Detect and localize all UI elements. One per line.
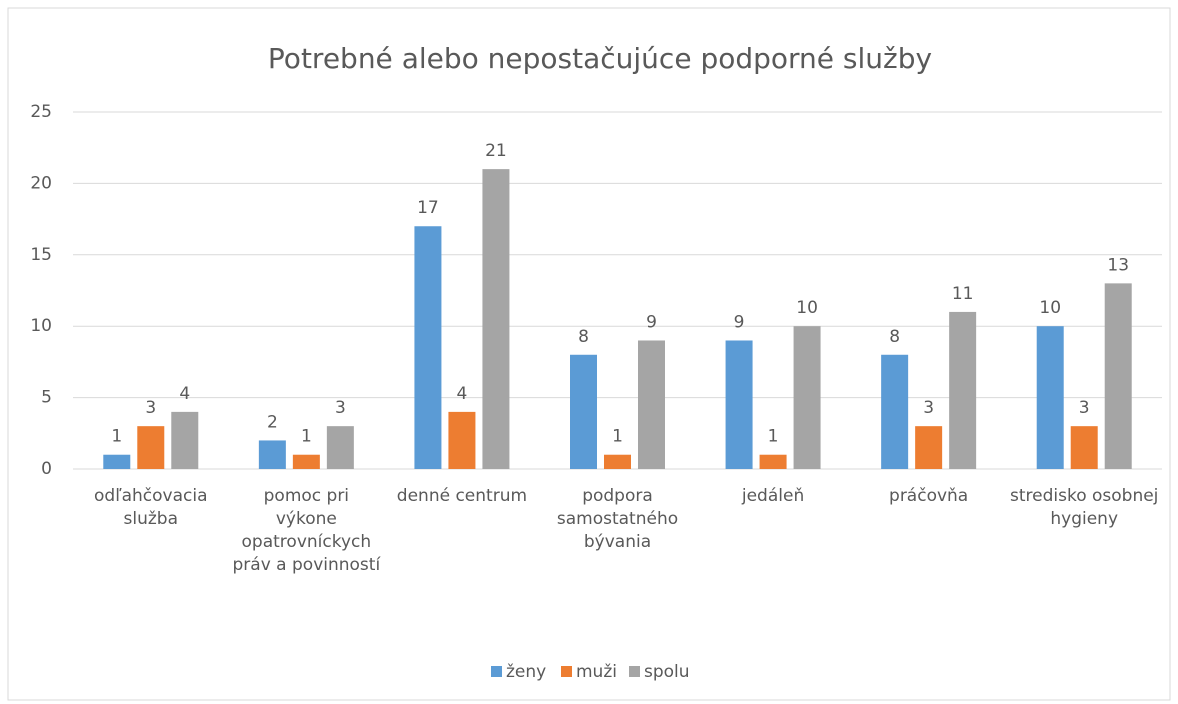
- bar: [949, 311, 977, 469]
- chart-frame: [7, 7, 1171, 701]
- bar: [414, 226, 442, 469]
- data-label: 1: [301, 427, 312, 447]
- data-label: 1: [612, 427, 623, 447]
- data-label: 3: [923, 398, 934, 418]
- chart-title: Potrebné alebo nepostačujúce podporné sl…: [268, 42, 932, 75]
- data-label: 3: [145, 398, 156, 418]
- bar: [759, 454, 787, 469]
- legend-label: muži: [576, 662, 617, 682]
- bar: [103, 454, 131, 469]
- legend-swatch: [629, 666, 640, 677]
- bar: [570, 354, 597, 469]
- data-label: 1: [768, 427, 779, 447]
- x-tick-label: stredisko osobnej hygieny: [1009, 486, 1159, 529]
- bar: [482, 169, 510, 469]
- data-label: 11: [952, 284, 974, 304]
- data-label: 9: [646, 312, 657, 332]
- bar: [725, 340, 753, 469]
- data-label: 17: [417, 198, 439, 218]
- data-label: 8: [578, 327, 589, 347]
- bar: [915, 426, 943, 469]
- data-label: 3: [335, 398, 346, 418]
- bar: [171, 411, 199, 469]
- legend-swatch: [561, 666, 572, 677]
- legend-label: ženy: [506, 662, 546, 682]
- bar: [604, 454, 631, 469]
- x-tick-label: práčovňa: [889, 486, 969, 506]
- legend-swatch: [491, 666, 502, 677]
- legend-label: spolu: [644, 662, 690, 682]
- data-label: 21: [485, 141, 507, 161]
- bar: [448, 411, 476, 469]
- x-tick-label: odľahčovacia služba: [94, 486, 208, 529]
- data-label: 3: [1079, 398, 1090, 418]
- bar: [638, 340, 665, 469]
- data-label: 8: [889, 327, 900, 347]
- y-tick-label: 20: [30, 173, 52, 193]
- data-label: 9: [734, 312, 745, 332]
- data-label: 10: [796, 298, 818, 318]
- data-label: 4: [457, 384, 468, 404]
- bar: [1036, 326, 1064, 469]
- bar: [1104, 283, 1132, 469]
- bar: [326, 426, 354, 469]
- bar: [881, 354, 909, 469]
- data-label: 2: [267, 412, 278, 432]
- bar: [137, 426, 165, 469]
- bar: [258, 440, 286, 469]
- bar: [1070, 426, 1098, 469]
- y-tick-label: 10: [30, 316, 52, 336]
- data-label: 1: [111, 427, 122, 447]
- bar: [793, 326, 821, 469]
- bar: [292, 454, 320, 469]
- y-tick-label: 0: [41, 459, 52, 479]
- x-tick-label: denné centrum: [396, 486, 528, 506]
- x-tick-label: jedáleň: [741, 486, 805, 506]
- x-tick-label: pomoc pri výkone opatrovníckych práv a p…: [232, 486, 381, 575]
- data-label: 10: [1039, 298, 1061, 318]
- y-tick-label: 25: [30, 102, 52, 122]
- x-tick-label: podpora samostatného bývania: [556, 486, 679, 552]
- y-tick-label: 5: [41, 388, 52, 408]
- y-tick-label: 15: [30, 245, 52, 265]
- data-label: 4: [179, 384, 190, 404]
- data-label: 13: [1107, 255, 1129, 275]
